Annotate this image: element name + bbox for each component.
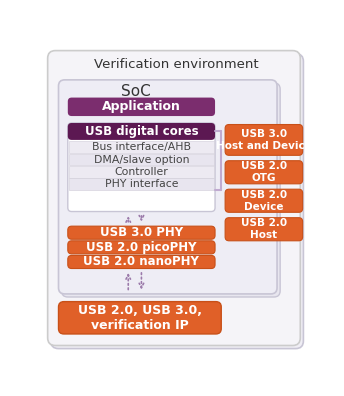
- Text: Application: Application: [102, 100, 181, 113]
- Text: USB 2.0
Host: USB 2.0 Host: [241, 219, 287, 240]
- Text: Controller: Controller: [115, 167, 168, 177]
- Text: Verification environment: Verification environment: [94, 58, 259, 71]
- FancyBboxPatch shape: [225, 124, 303, 155]
- FancyBboxPatch shape: [225, 218, 303, 241]
- Text: Bus interface/AHB: Bus interface/AHB: [92, 142, 191, 152]
- FancyBboxPatch shape: [225, 189, 303, 212]
- Text: USB digital cores: USB digital cores: [85, 125, 198, 138]
- Bar: [68, 154, 214, 166]
- FancyBboxPatch shape: [68, 97, 215, 116]
- FancyBboxPatch shape: [51, 54, 303, 348]
- FancyBboxPatch shape: [58, 302, 221, 334]
- FancyBboxPatch shape: [62, 83, 280, 297]
- FancyBboxPatch shape: [58, 80, 277, 294]
- FancyBboxPatch shape: [68, 123, 215, 211]
- Text: SoC: SoC: [121, 84, 151, 99]
- FancyBboxPatch shape: [68, 241, 215, 254]
- Text: DMA/slave option: DMA/slave option: [94, 154, 189, 165]
- FancyBboxPatch shape: [68, 255, 215, 268]
- Bar: [68, 166, 214, 178]
- Bar: [68, 179, 214, 190]
- Bar: [68, 141, 214, 153]
- FancyBboxPatch shape: [48, 51, 300, 345]
- FancyBboxPatch shape: [68, 123, 215, 140]
- Text: USB 3.0
Host and Device: USB 3.0 Host and Device: [216, 129, 312, 151]
- Text: USB 2.0
OTG: USB 2.0 OTG: [241, 162, 287, 183]
- Text: USB 2.0 picoPHY: USB 2.0 picoPHY: [86, 241, 197, 254]
- Text: PHY interface: PHY interface: [105, 179, 178, 189]
- FancyBboxPatch shape: [225, 161, 303, 184]
- Text: USB 3.0 PHY: USB 3.0 PHY: [100, 226, 183, 239]
- FancyBboxPatch shape: [68, 226, 215, 239]
- Text: USB 2.0, USB 3.0,
verification IP: USB 2.0, USB 3.0, verification IP: [78, 304, 202, 332]
- Text: USB 2.0
Device: USB 2.0 Device: [241, 190, 287, 211]
- Text: USB 2.0 nanoPHY: USB 2.0 nanoPHY: [84, 255, 200, 268]
